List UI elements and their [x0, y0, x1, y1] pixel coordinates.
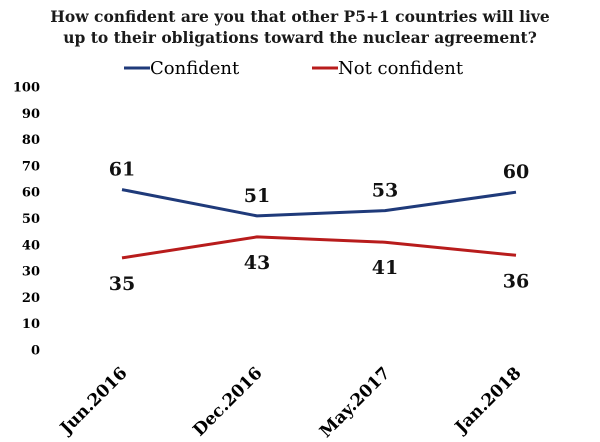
x-tick-label: May.2017 [316, 363, 394, 441]
y-tick-label: 50 [22, 212, 40, 227]
data-label-not-confident: 36 [503, 270, 529, 292]
legend-label-not-confident: Not confident [338, 58, 464, 79]
series-layer [121, 188, 517, 260]
y-tick-label: 70 [22, 159, 40, 174]
x-axis: Jun.2016 Dec.2016 May.2017 Jan.2018 [55, 363, 525, 441]
y-tick-label: 100 [13, 81, 40, 96]
y-tick-label: 40 [22, 238, 40, 253]
data-label-confident: 51 [244, 185, 270, 207]
x-tick-label: Dec.2016 [189, 363, 266, 440]
y-tick-label: 80 [22, 133, 40, 148]
y-tick-label: 20 [22, 291, 40, 306]
series-line-confident [121, 188, 517, 218]
data-label-confident: 53 [372, 180, 398, 202]
data-label-not-confident: 35 [109, 273, 135, 295]
x-tick-label: Jun.2016 [55, 363, 131, 439]
data-label-confident: 60 [503, 161, 529, 183]
data-label-confident: 61 [109, 159, 135, 181]
series-line-not-confident [121, 235, 517, 260]
data-label-not-confident: 41 [372, 257, 398, 279]
y-axis: 0 10 20 30 40 50 60 70 80 90 100 [13, 81, 40, 359]
chart-title-line-2: up to their obligations toward the nucle… [63, 28, 537, 47]
chart-title-line-1: How confident are you that other P5+1 co… [50, 7, 550, 26]
y-tick-label: 30 [22, 265, 40, 280]
data-label-layer: 61 51 53 60 35 43 41 36 [109, 159, 529, 295]
x-tick-label: Jan.2018 [450, 363, 525, 438]
y-tick-label: 10 [22, 317, 40, 332]
data-label-not-confident: 43 [244, 252, 270, 274]
y-tick-label: 90 [22, 107, 40, 122]
y-tick-label: 60 [22, 186, 40, 201]
legend: Confident Not confident [124, 58, 464, 79]
legend-label-confident: Confident [150, 58, 240, 79]
y-tick-label: 0 [31, 344, 40, 359]
